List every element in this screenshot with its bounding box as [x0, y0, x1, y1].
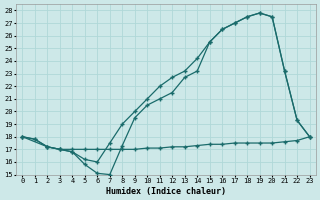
X-axis label: Humidex (Indice chaleur): Humidex (Indice chaleur)	[106, 187, 226, 196]
